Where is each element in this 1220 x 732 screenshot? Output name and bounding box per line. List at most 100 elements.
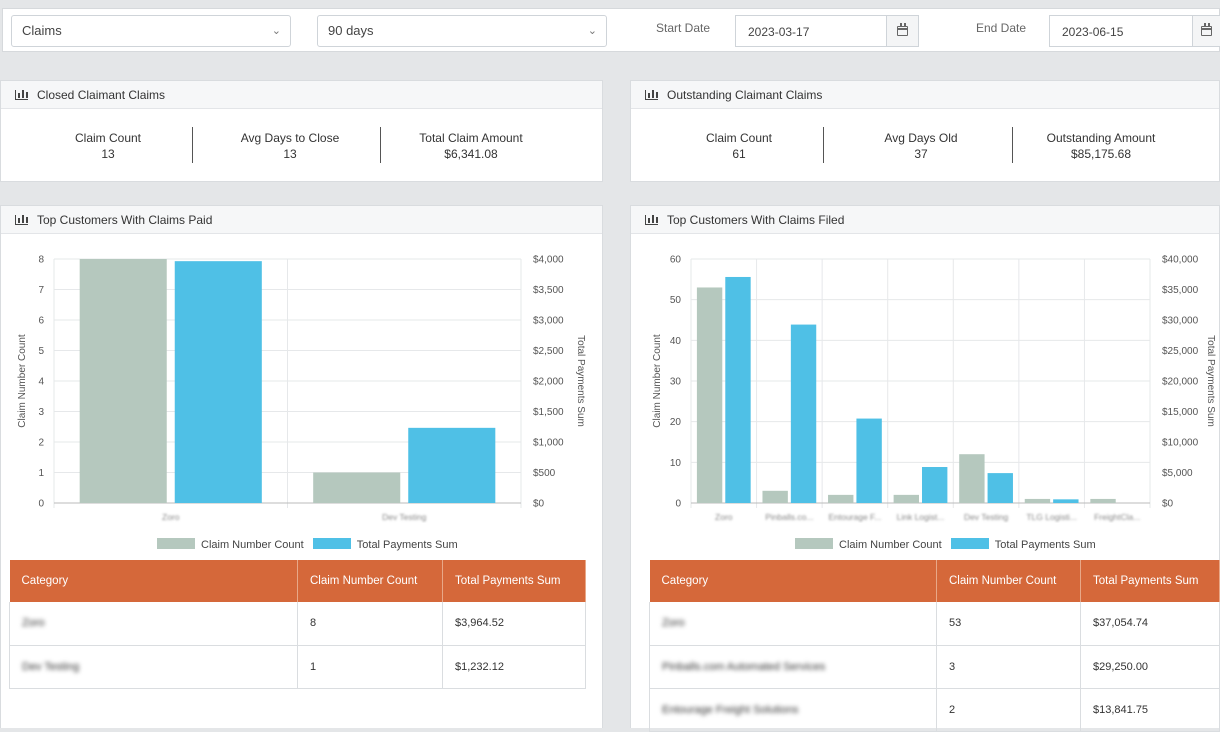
column-header[interactable]: Total Payments Sum [442, 560, 586, 602]
table-cell: $13,841.75 [1080, 688, 1220, 732]
bar-chart-icon [645, 90, 658, 100]
y2-tick-label: $2,000 [533, 377, 564, 388]
kpi-value: $85,175.68 [1070, 147, 1132, 161]
table-row: Zoro 53 $37,054.74 [649, 602, 1220, 646]
y-tick-label: 5 [38, 346, 44, 357]
panel-header: Top Customers With Claims Paid [1, 206, 602, 234]
table-cell: 2 [936, 688, 1081, 732]
bar-payments-sum [174, 261, 262, 503]
divider [823, 127, 824, 163]
kpi-label: Avg Days to Close [240, 131, 340, 145]
kpi-avg-days-to-close: Avg Days to Close 13 [220, 130, 360, 162]
y2-tick-label: $3,000 [533, 316, 564, 327]
y2-tick-label: $1,000 [533, 438, 564, 449]
x-tick-label: Pinballs.co... [765, 512, 813, 522]
start-date-calendar-button[interactable] [887, 15, 919, 47]
kpi-value: 13 [101, 147, 115, 161]
legend-label: Total Payments Sum [356, 539, 458, 551]
table-cell: Zoro [9, 602, 298, 646]
column-header[interactable]: Category [649, 560, 937, 602]
kpi-outstanding-amount: Outstanding Amount $85,175.68 [1031, 130, 1171, 162]
kpi-label: Claim Count [74, 131, 142, 145]
bar-claim-count [696, 287, 723, 503]
legend-label: Total Payments Sum [994, 539, 1096, 551]
x-tick-label: Entourage F... [828, 512, 881, 522]
bar-payments-sum [856, 418, 882, 503]
y2-axis-title: Total Payments Sum [1205, 335, 1216, 427]
y-tick-label: 0 [38, 499, 44, 510]
panel-header: Top Customers With Claims Filed [631, 206, 1219, 234]
end-date-input[interactable]: 2023-06-15 [1049, 15, 1193, 47]
y2-tick-label: $40,000 [1162, 255, 1199, 266]
y2-tick-label: $500 [533, 468, 556, 479]
legend-swatch-count [795, 538, 833, 549]
y2-tick-label: $2,500 [533, 346, 564, 357]
kpi-claim-count: Claim Count 13 [48, 130, 168, 162]
table-row: Pinballs.com Automated Services 3 $29,25… [649, 645, 1220, 689]
panel-header: Closed Claimant Claims [1, 81, 602, 109]
table-cell: $37,054.74 [1080, 602, 1220, 646]
bar-chart-icon [15, 215, 28, 225]
start-date-input[interactable]: 2023-03-17 [735, 15, 887, 47]
x-tick-label: Dev Testing [382, 512, 427, 522]
y2-tick-label: $30,000 [1162, 316, 1199, 327]
bar-payments-sum [790, 324, 817, 503]
y-tick-label: 1 [38, 468, 44, 479]
calendar-icon [897, 23, 908, 36]
chevron-down-icon: ⌄ [271, 25, 281, 37]
bar-claim-count [828, 494, 854, 503]
y-tick-label: 20 [670, 417, 682, 428]
bar-payments-sum [922, 467, 948, 503]
y-axis-title: Claim Number Count [652, 334, 663, 428]
calendar-icon [1201, 23, 1212, 36]
y2-tick-label: $3,500 [533, 285, 564, 296]
y2-tick-label: $10,000 [1162, 438, 1199, 449]
y-tick-label: 30 [670, 377, 682, 388]
y-tick-label: 4 [38, 377, 44, 388]
y-tick-label: 3 [38, 407, 44, 418]
bar-claim-count [959, 454, 985, 503]
claim-type-select[interactable]: Claims ⌄ [11, 15, 291, 47]
table-cell: Zoro [649, 602, 937, 646]
x-tick-label: Dev Testing [964, 512, 1009, 522]
date-range-value: 90 days [328, 23, 374, 38]
table-cell: Entourage Freight Solutions [649, 688, 937, 732]
table-cell: 8 [297, 602, 443, 646]
table-cell: $29,250.00 [1080, 645, 1220, 689]
end-date-calendar-button[interactable] [1193, 15, 1220, 47]
y-tick-label: 10 [670, 458, 682, 469]
bar-claim-count [762, 490, 788, 503]
date-range-select[interactable]: 90 days ⌄ [317, 15, 607, 47]
column-header[interactable]: Category [9, 560, 298, 602]
bar-claim-count [313, 472, 401, 503]
table-cell: $3,964.52 [442, 602, 586, 646]
table-cell: Dev Testing [9, 645, 298, 689]
chart-legend: Claim Number Count Total Payments Sum [157, 538, 458, 551]
kpi-value: $6,341.08 [444, 147, 498, 161]
bar-payments-sum [1053, 499, 1079, 503]
kpi-total-claim-amount: Total Claim Amount $6,341.08 [401, 130, 541, 162]
divider [192, 127, 193, 163]
y2-tick-label: $0 [533, 499, 545, 510]
x-tick-label: Zoro [162, 512, 180, 522]
column-header[interactable]: Claim Number Count [297, 560, 443, 602]
kpi-label: Avg Days Old [884, 131, 958, 145]
y-tick-label: 6 [38, 316, 44, 327]
y-tick-label: 8 [38, 255, 44, 266]
x-tick-label: FreightCla... [1094, 512, 1140, 522]
x-tick-label: Link Logist... [897, 512, 945, 522]
column-header[interactable]: Total Payments Sum [1080, 560, 1220, 602]
claims-filed-table: Category Claim Number Count Total Paymen… [649, 560, 1220, 732]
y-axis-title: Claim Number Count [17, 334, 28, 428]
column-header[interactable]: Claim Number Count [936, 560, 1081, 602]
closed-claims-panel: Closed Claimant Claims Claim Count 13 Av… [0, 80, 603, 182]
kpi-label: Outstanding Amount [1046, 131, 1156, 145]
filter-bar: Claims ⌄ 90 days ⌄ Start Date 2023-03-17… [2, 8, 1220, 52]
legend-swatch-sum [950, 538, 989, 549]
panel-header: Outstanding Claimant Claims [631, 81, 1219, 109]
table-cell: 53 [936, 602, 1081, 646]
panel-title: Outstanding Claimant Claims [667, 88, 823, 102]
table-cell: $1,232.12 [442, 645, 586, 689]
table-cell: 1 [297, 645, 443, 689]
bar-payments-sum [408, 427, 496, 503]
